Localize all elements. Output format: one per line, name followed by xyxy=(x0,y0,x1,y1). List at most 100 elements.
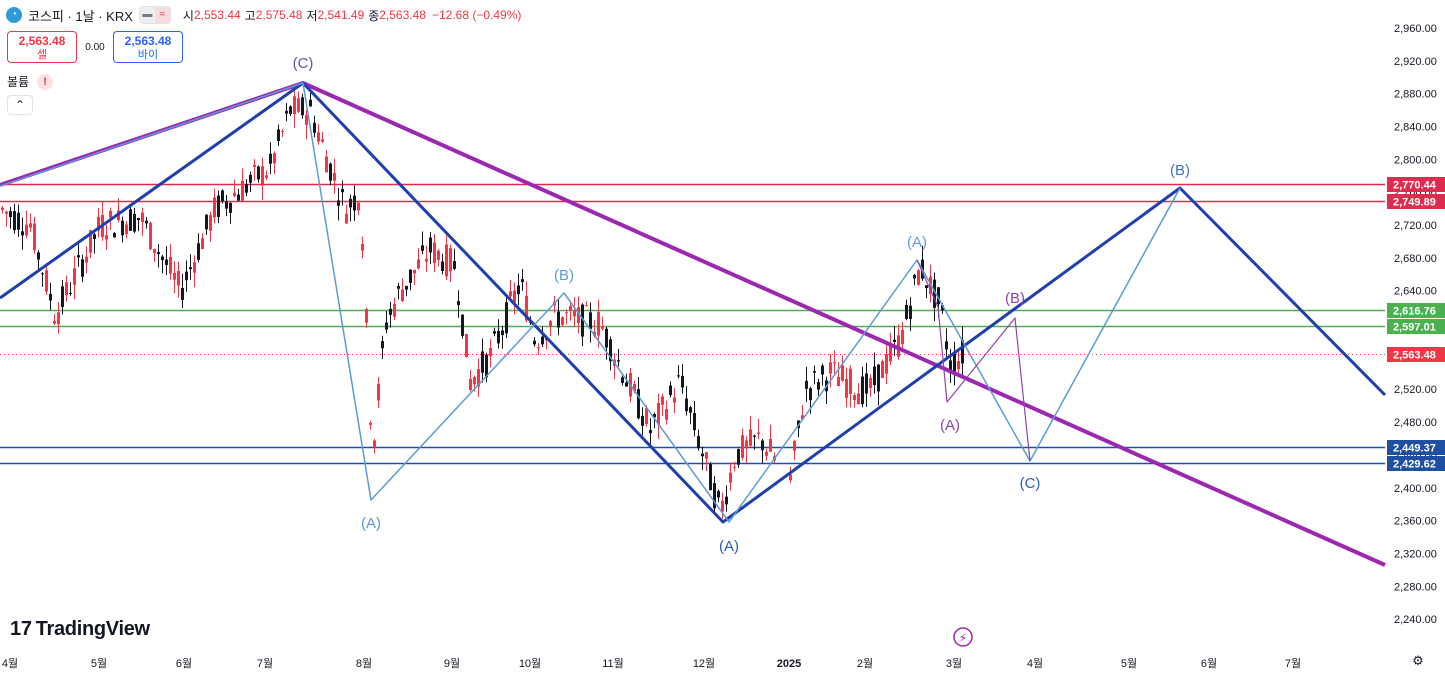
candle-body xyxy=(957,361,960,370)
symbol-title[interactable]: 코스피 · 1날 · KRX xyxy=(28,8,133,24)
candle-body xyxy=(241,180,244,201)
candle-body xyxy=(433,242,436,264)
candle-body xyxy=(621,377,624,383)
candle-body xyxy=(329,163,332,181)
price-level-label: 2,749.89 xyxy=(1393,197,1436,209)
wave-label[interactable]: (B) xyxy=(1005,290,1025,307)
candle-body xyxy=(869,377,872,389)
candle-body xyxy=(165,259,168,265)
candle-body xyxy=(805,380,808,389)
candle-body xyxy=(537,347,540,349)
candle-body xyxy=(741,435,744,458)
wave-label[interactable]: (C) xyxy=(293,55,314,72)
candle-body xyxy=(61,286,64,308)
gear-icon[interactable]: ⚙ xyxy=(1412,653,1424,668)
candle-body xyxy=(713,483,716,509)
candle-body xyxy=(577,307,580,323)
candle-body xyxy=(473,376,476,385)
trade-panel: 2,563.48 셀 0.00 2,563.48 바이 xyxy=(7,31,183,63)
wave-label[interactable]: (B) xyxy=(1170,162,1190,179)
candle-body xyxy=(337,200,340,206)
volume-label: 볼륨 xyxy=(7,75,30,89)
light-blue-wave-line[interactable] xyxy=(0,82,1181,523)
candle-body xyxy=(341,188,344,193)
buy-button[interactable]: 2,563.48 바이 xyxy=(113,31,183,63)
candle-body xyxy=(265,175,268,178)
candle-body xyxy=(109,210,112,218)
warning-icon[interactable]: ! xyxy=(37,73,54,90)
candle-body xyxy=(445,244,448,277)
candle-body xyxy=(457,301,460,306)
candle-body xyxy=(697,436,700,449)
purple-subwave-line[interactable] xyxy=(916,259,1031,462)
candle-body xyxy=(589,312,592,329)
wave-label[interactable]: (C) xyxy=(1020,475,1041,492)
wave-label[interactable]: (A) xyxy=(907,234,927,251)
candle-body xyxy=(645,407,648,425)
candle-body xyxy=(945,341,948,350)
wave-label[interactable]: (A) xyxy=(940,417,960,434)
candle-body xyxy=(221,190,224,202)
candle-body xyxy=(345,213,348,224)
candle-body xyxy=(197,243,200,260)
candle-body xyxy=(89,230,92,253)
candle-body xyxy=(737,449,740,465)
minus-icon[interactable]: ▬ xyxy=(139,7,155,23)
last-price-label: 2,563.48 xyxy=(1393,350,1436,362)
sell-label: 셀 xyxy=(36,49,48,61)
wave-label[interactable]: (A) xyxy=(719,538,739,555)
candle-body xyxy=(601,326,604,329)
sell-button[interactable]: 2,563.48 셀 xyxy=(7,31,77,63)
candle-body xyxy=(877,364,880,392)
candle-body xyxy=(105,235,108,240)
candle-body xyxy=(717,491,720,498)
y-axis-tick-label: 2,280.00 xyxy=(1394,581,1437,593)
candle-body xyxy=(393,303,396,317)
candle-body xyxy=(405,285,408,290)
candle-body xyxy=(561,317,564,325)
candle-body xyxy=(149,222,152,250)
y-axis-tick-label: 2,880.00 xyxy=(1394,89,1437,101)
indicator-toggle[interactable]: ▬ ≈ xyxy=(138,6,171,24)
tradingview-watermark[interactable]: 17 TradingView xyxy=(10,618,150,641)
candle-body xyxy=(633,383,636,391)
open-label: 시 xyxy=(182,8,194,23)
y-axis-tick-label: 2,720.00 xyxy=(1394,220,1437,232)
y-axis-tick-label: 2,520.00 xyxy=(1394,384,1437,396)
candle-body xyxy=(269,153,272,164)
volume-indicator[interactable]: 볼륨 ! xyxy=(7,73,54,90)
chevron-up-icon[interactable]: ⌃ xyxy=(7,95,33,115)
candle-body xyxy=(293,96,296,115)
symbol-legend: ◔ 코스피 · 1날 · KRX ▬ ≈ 시 2,553.44 고 2,575.48… xyxy=(6,5,521,25)
candle-body xyxy=(521,279,524,283)
candle-body xyxy=(673,397,676,403)
candle-body xyxy=(477,369,480,387)
candle-body xyxy=(573,310,576,317)
candle-body xyxy=(901,329,904,345)
lightning-event-icon[interactable] xyxy=(953,627,973,647)
wave-label[interactable]: (A) xyxy=(361,515,381,532)
candle-body xyxy=(865,373,868,394)
candle-body xyxy=(761,440,764,451)
x-axis-tick-label: 10월 xyxy=(519,657,541,670)
candle-body xyxy=(13,211,16,231)
wave-label[interactable]: (B) xyxy=(554,267,574,284)
wave-icon[interactable]: ≈ xyxy=(154,7,170,23)
navy-wave-line[interactable] xyxy=(0,81,1387,524)
candle-body xyxy=(885,354,888,374)
candle-body xyxy=(681,375,684,388)
candle-body xyxy=(193,262,196,273)
price-level-badge xyxy=(1387,319,1445,334)
purple-trend-line[interactable] xyxy=(0,81,1386,567)
candle-body xyxy=(665,409,668,420)
price-level-label: 2,616.76 xyxy=(1393,306,1436,318)
candle-body xyxy=(749,429,752,446)
low-label: 저 xyxy=(306,8,318,23)
candle-body xyxy=(189,267,192,270)
candle-body xyxy=(357,202,360,211)
candle-body xyxy=(729,472,732,483)
low-value: 2,541.49 xyxy=(317,8,365,22)
last-price-badge xyxy=(1387,347,1445,362)
candle-body xyxy=(253,164,256,167)
